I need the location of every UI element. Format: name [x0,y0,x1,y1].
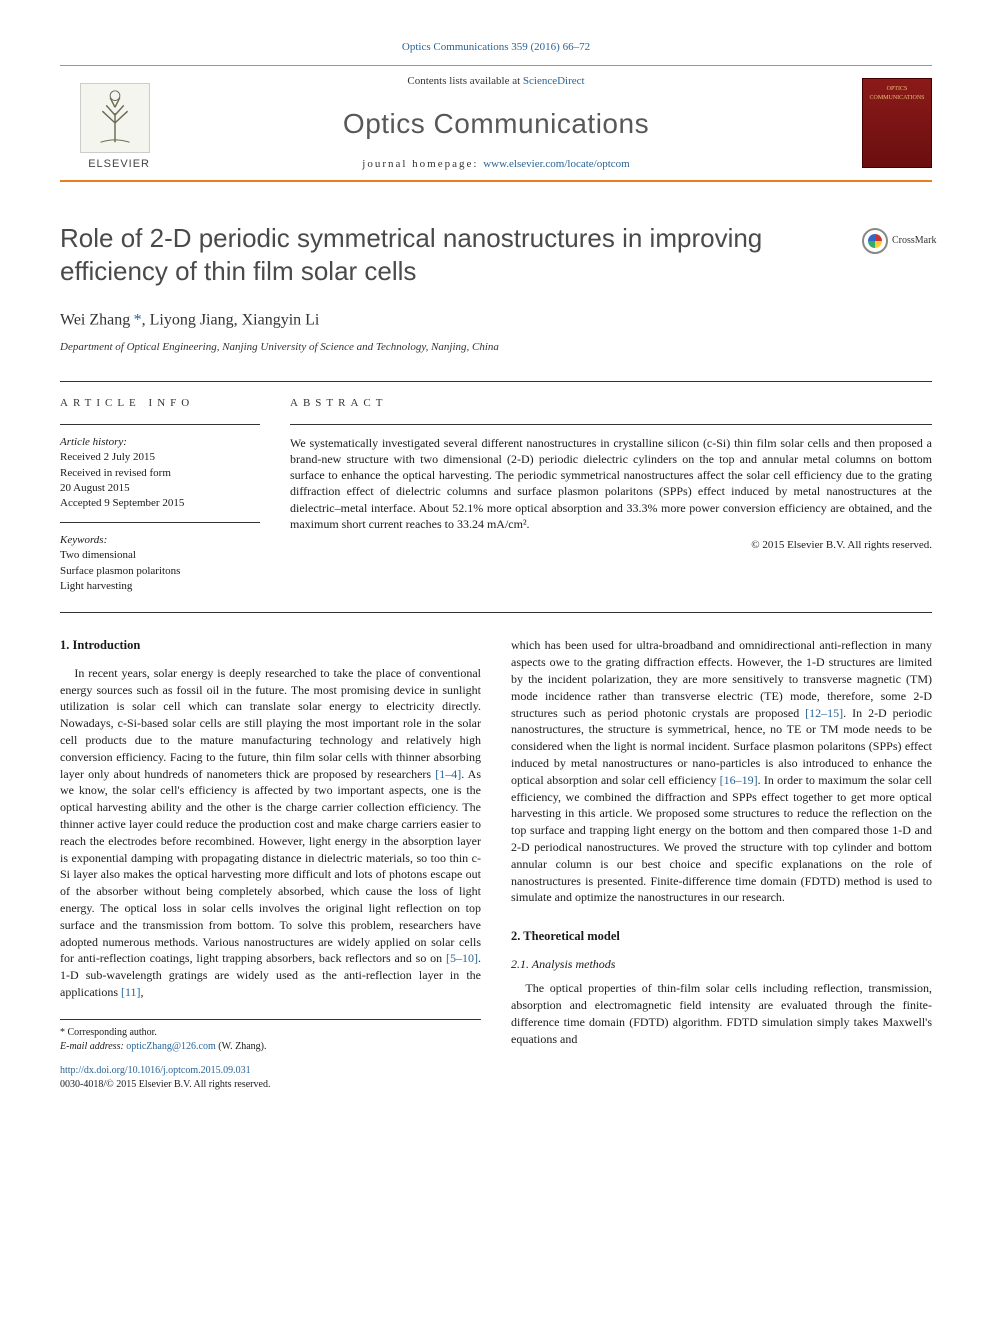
authors-rest: , Liyong Jiang, Xiangyin Li [142,312,320,329]
homepage-label: journal homepage: [362,158,483,170]
citation-link[interactable]: [11] [121,985,141,999]
journal-cover-thumb: OPTICS COMMUNICATIONS [862,78,932,168]
journal-banner: ELSEVIER Contents lists available at Sci… [60,65,932,182]
history-label: Article history: [60,435,260,450]
section-1-para-cont: which has been used for ultra-broadband … [511,637,932,906]
publisher-block: ELSEVIER [60,74,150,172]
keyword: Two dimensional [60,548,260,563]
publisher-label: ELSEVIER [88,157,150,172]
article-info-heading: ARTICLE INFO [60,396,260,411]
contents-line: Contents lists available at ScienceDirec… [150,74,842,89]
abstract-text: We systematically investigated several d… [290,435,932,532]
issn-line: 0030-4018/© 2015 Elsevier B.V. All right… [60,1078,481,1092]
email-suffix: (W. Zhang). [216,1041,267,1052]
keyword: Light harvesting [60,579,260,594]
email-link[interactable]: opticZhang@126.com [126,1041,215,1052]
citation-link[interactable]: [12–15] [805,706,843,720]
history-item: Received 2 July 2015 [60,450,260,465]
crossmark-label: CrossMark [892,234,936,248]
contents-prefix: Contents lists available at [407,75,522,87]
body-text: . In order to maximum the solar cell eff… [511,773,932,905]
keyword: Surface plasmon polaritons [60,564,260,579]
affiliation: Department of Optical Engineering, Nanji… [60,340,932,355]
abstract-copyright: © 2015 Elsevier B.V. All rights reserved… [290,538,932,553]
homepage-line: journal homepage: www.elsevier.com/locat… [150,157,842,172]
body-column-left: 1. Introduction In recent years, solar e… [60,637,481,1091]
body-text: , [141,985,144,999]
homepage-link[interactable]: www.elsevier.com/locate/optcom [483,158,630,170]
corresponding-marker[interactable]: * [134,312,142,329]
article-title: Role of 2-D periodic symmetrical nanostr… [60,222,842,287]
abstract-block: ABSTRACT We systematically investigated … [290,396,932,594]
authors: Wei Zhang *, Liyong Jiang, Xiangyin Li [60,305,932,332]
section-1-para: In recent years, solar energy is deeply … [60,665,481,1001]
doi-link[interactable]: http://dx.doi.org/10.1016/j.optcom.2015.… [60,1065,251,1076]
body-text: In recent years, solar energy is deeply … [60,666,481,781]
sciencedirect-link[interactable]: ScienceDirect [523,75,585,87]
citation-link[interactable]: [1–4] [435,767,461,781]
corresponding-note: * Corresponding author. [60,1026,481,1040]
section-2-1-para: The optical properties of thin-film sola… [511,980,932,1047]
history-item: Received in revised form [60,466,260,481]
journal-reference: Optics Communications 359 (2016) 66–72 [60,40,932,55]
body-column-right: which has been used for ultra-broadband … [511,637,932,1091]
email-label: E-mail address: [60,1041,126,1052]
section-1-heading: 1. Introduction [60,637,481,655]
journal-reference-link[interactable]: Optics Communications 359 (2016) 66–72 [402,41,590,53]
section-2-heading: 2. Theoretical model [511,928,932,946]
author-primary: Wei Zhang [60,312,130,329]
history-item: 20 August 2015 [60,481,260,496]
abstract-heading: ABSTRACT [290,396,932,411]
crossmark-icon [862,228,888,254]
citation-link[interactable]: [16–19] [720,773,758,787]
email-line: E-mail address: opticZhang@126.com (W. Z… [60,1040,481,1054]
section-2-1-heading: 2.1. Analysis methods [511,956,932,973]
body-text: . As we know, the solar cell's efficienc… [60,767,481,966]
article-info-block: ARTICLE INFO Article history: Received 2… [60,396,260,594]
elsevier-tree-logo [80,83,150,153]
citation-link[interactable]: [5–10] [446,951,478,965]
keywords-label: Keywords: [60,533,260,548]
journal-name: Optics Communications [150,104,842,143]
crossmark-badge[interactable]: CrossMark [862,228,932,254]
history-item: Accepted 9 September 2015 [60,496,260,511]
